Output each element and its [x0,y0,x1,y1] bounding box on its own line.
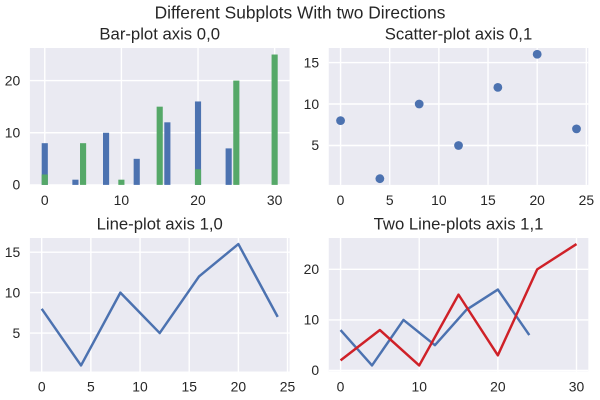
svg-text:10: 10 [5,125,21,141]
svg-text:10: 10 [5,284,21,300]
svg-text:0: 0 [337,378,345,394]
svg-text:15: 15 [304,54,320,70]
svg-text:20: 20 [190,192,206,208]
svg-text:25: 25 [280,378,296,394]
svg-text:10: 10 [132,378,148,394]
svg-text:10: 10 [411,378,427,394]
svg-text:0: 0 [311,362,319,378]
svg-text:15: 15 [181,378,197,394]
svg-text:15: 15 [5,244,21,260]
svg-text:10: 10 [304,96,320,112]
svg-text:Two Line-plots axis 1,1: Two Line-plots axis 1,1 [374,215,544,234]
svg-text:0: 0 [12,177,20,193]
svg-text:20: 20 [231,378,247,394]
svg-text:0: 0 [41,192,49,208]
svg-text:5: 5 [311,137,319,153]
svg-text:15: 15 [480,192,496,208]
svg-text:10: 10 [114,192,130,208]
svg-text:25: 25 [579,192,595,208]
svg-text:5: 5 [87,378,95,394]
svg-text:10: 10 [431,192,447,208]
svg-text:5: 5 [12,325,20,341]
svg-text:20: 20 [5,72,21,88]
svg-text:Different Subplots With two Di: Different Subplots With two Directions [155,3,446,23]
svg-text:30: 30 [569,378,585,394]
svg-text:Line-plot axis 1,0: Line-plot axis 1,0 [97,215,223,234]
svg-text:20: 20 [490,378,506,394]
svg-text:20: 20 [529,192,545,208]
svg-text:0: 0 [337,192,345,208]
svg-text:Scatter-plot axis 0,1: Scatter-plot axis 0,1 [385,25,532,44]
svg-text:20: 20 [304,261,320,277]
svg-text:0: 0 [38,378,46,394]
svg-text:30: 30 [267,192,283,208]
svg-text:Bar-plot axis 0,0: Bar-plot axis 0,0 [99,25,220,44]
svg-text:10: 10 [304,312,320,328]
svg-text:5: 5 [386,192,394,208]
